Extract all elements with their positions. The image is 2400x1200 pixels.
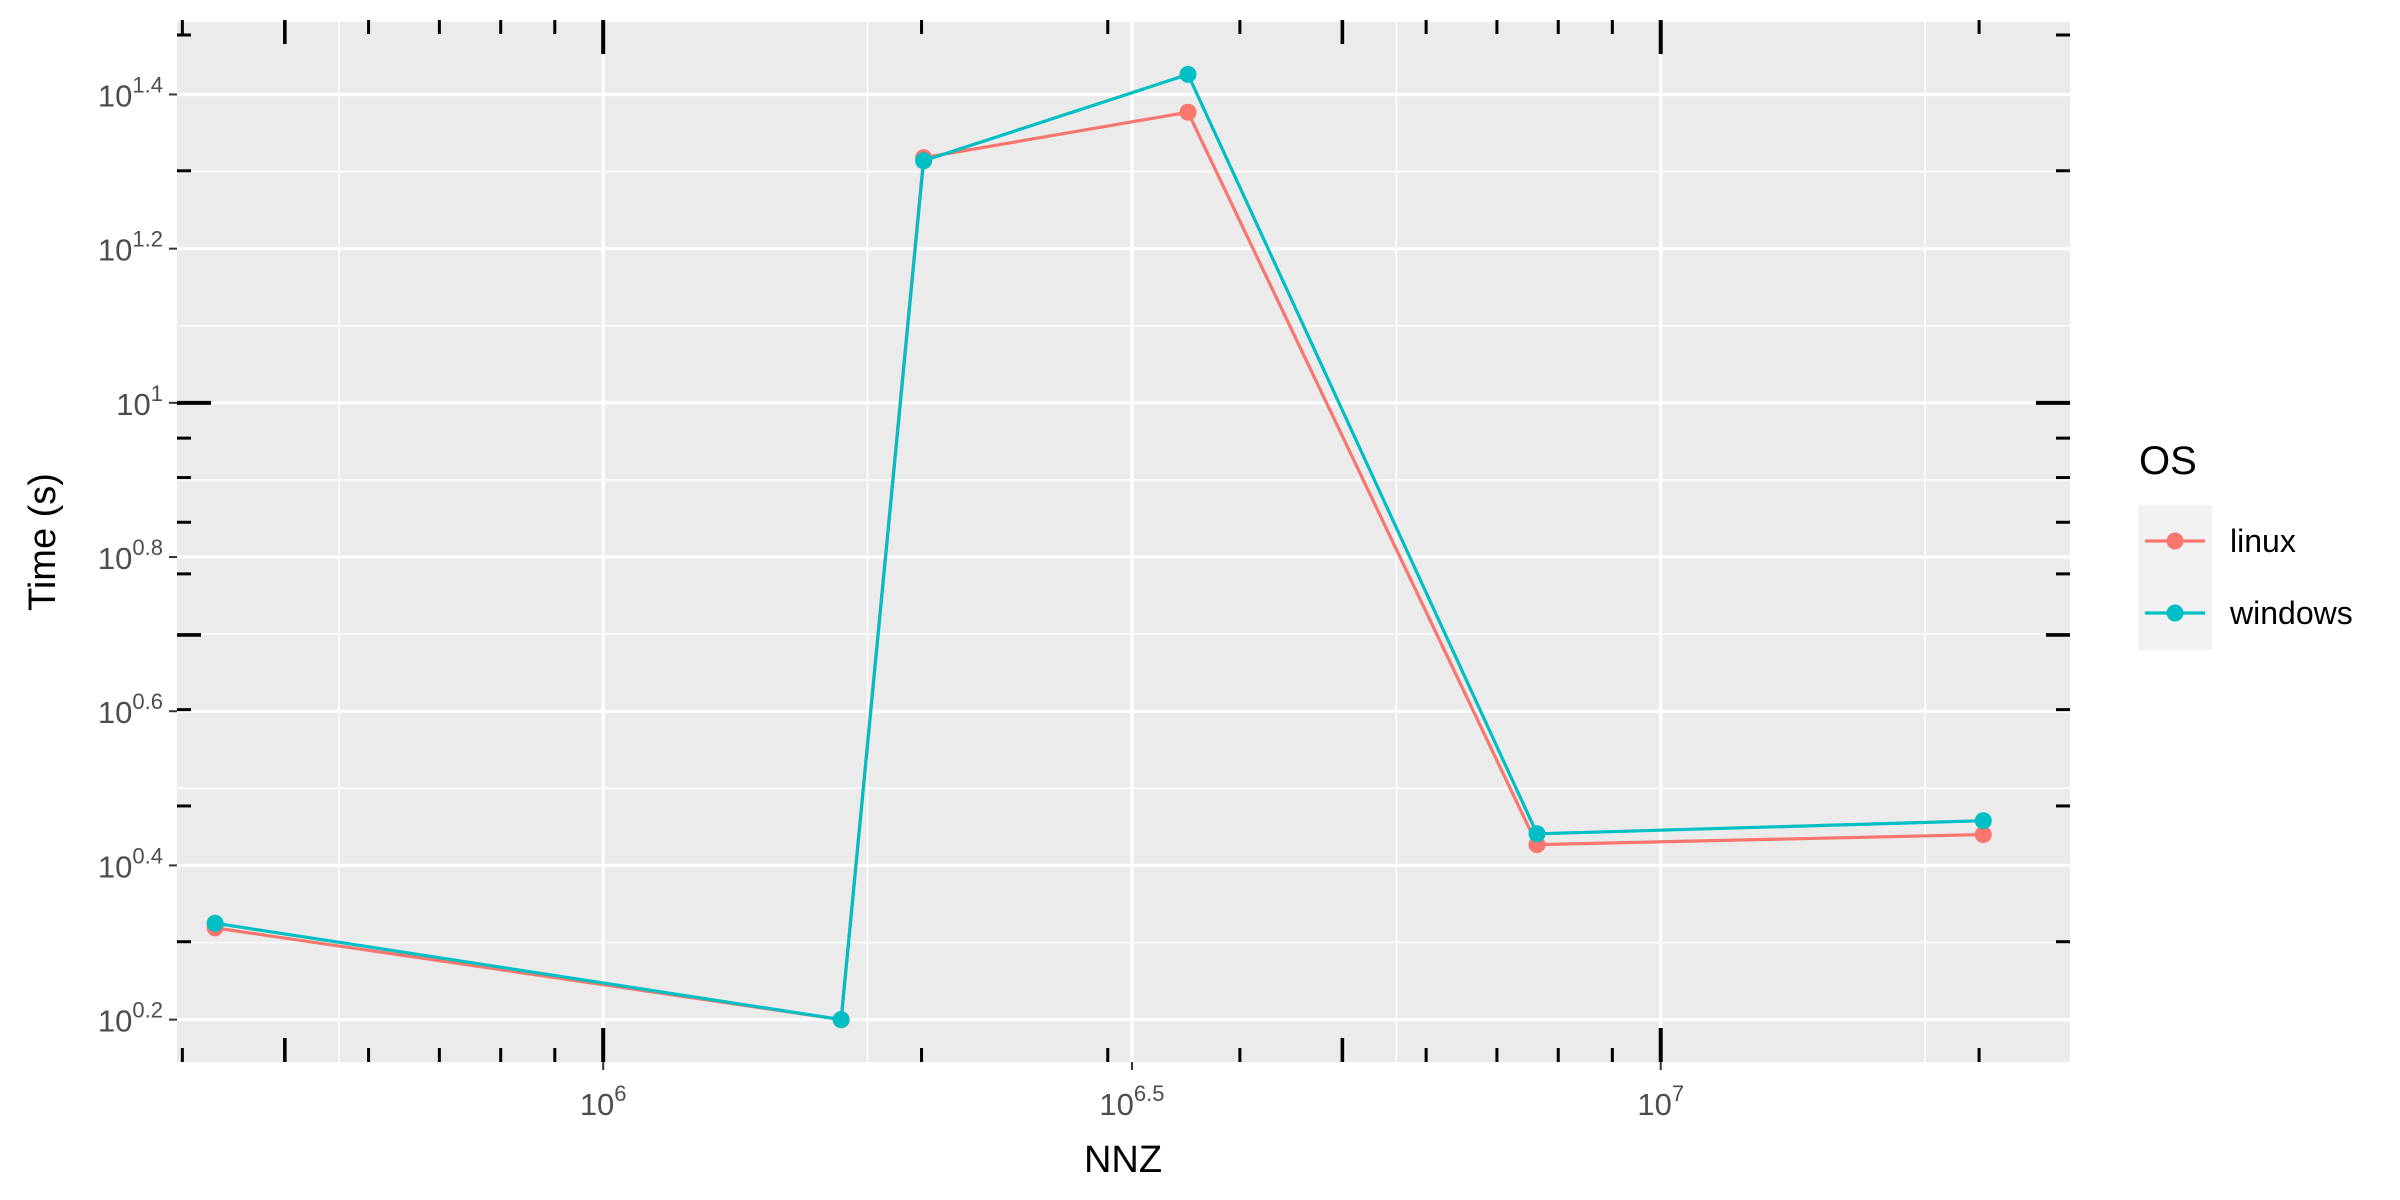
grid-lines <box>177 22 2070 1062</box>
legend-label-linux: linux <box>2230 523 2296 559</box>
y-tick-label: 100.6 <box>98 689 163 730</box>
data-point-windows <box>832 1011 850 1029</box>
data-point-windows <box>1974 812 1992 830</box>
y-tick-label: 101.2 <box>98 227 163 268</box>
legend-key-point-linux <box>2166 532 2184 550</box>
y-tick-label: 100.4 <box>98 843 163 884</box>
data-point-windows <box>1528 825 1546 843</box>
data-point-windows <box>1179 65 1197 83</box>
data-point-windows <box>206 914 224 932</box>
legend-title: OS <box>2139 439 2197 483</box>
x-axis-title: NNZ <box>1084 1139 1162 1181</box>
plot-panel <box>177 22 2070 1062</box>
y-tick-label: 100.8 <box>98 535 163 576</box>
y-tick-label: 101 <box>116 381 163 422</box>
series-line-windows <box>214 72 1984 1022</box>
y-axis-title: Time (s) <box>22 473 64 611</box>
axis-ticks <box>169 20 2070 1070</box>
legend-label-windows: windows <box>2229 595 2353 631</box>
legend-key-point-windows <box>2166 604 2184 622</box>
y-tick-label: 100.2 <box>98 998 163 1039</box>
x-tick-label: 106 <box>580 1081 627 1122</box>
data-point-linux <box>1974 826 1992 844</box>
data-point-linux <box>1179 103 1197 121</box>
y-tick-label: 101.4 <box>98 72 163 113</box>
tick-labels: 106 106.5 107 100.2 100.4 100.6 100.8 101 101.2 1… <box>98 72 1684 1122</box>
series-layer <box>206 65 1992 1029</box>
legend-keys-background <box>2138 505 2212 650</box>
x-tick-label: 107 <box>1637 1081 1684 1122</box>
legend: OS linux windows <box>2138 439 2353 650</box>
data-point-windows <box>915 152 933 170</box>
x-tick-label: 106.5 <box>1099 1081 1164 1122</box>
